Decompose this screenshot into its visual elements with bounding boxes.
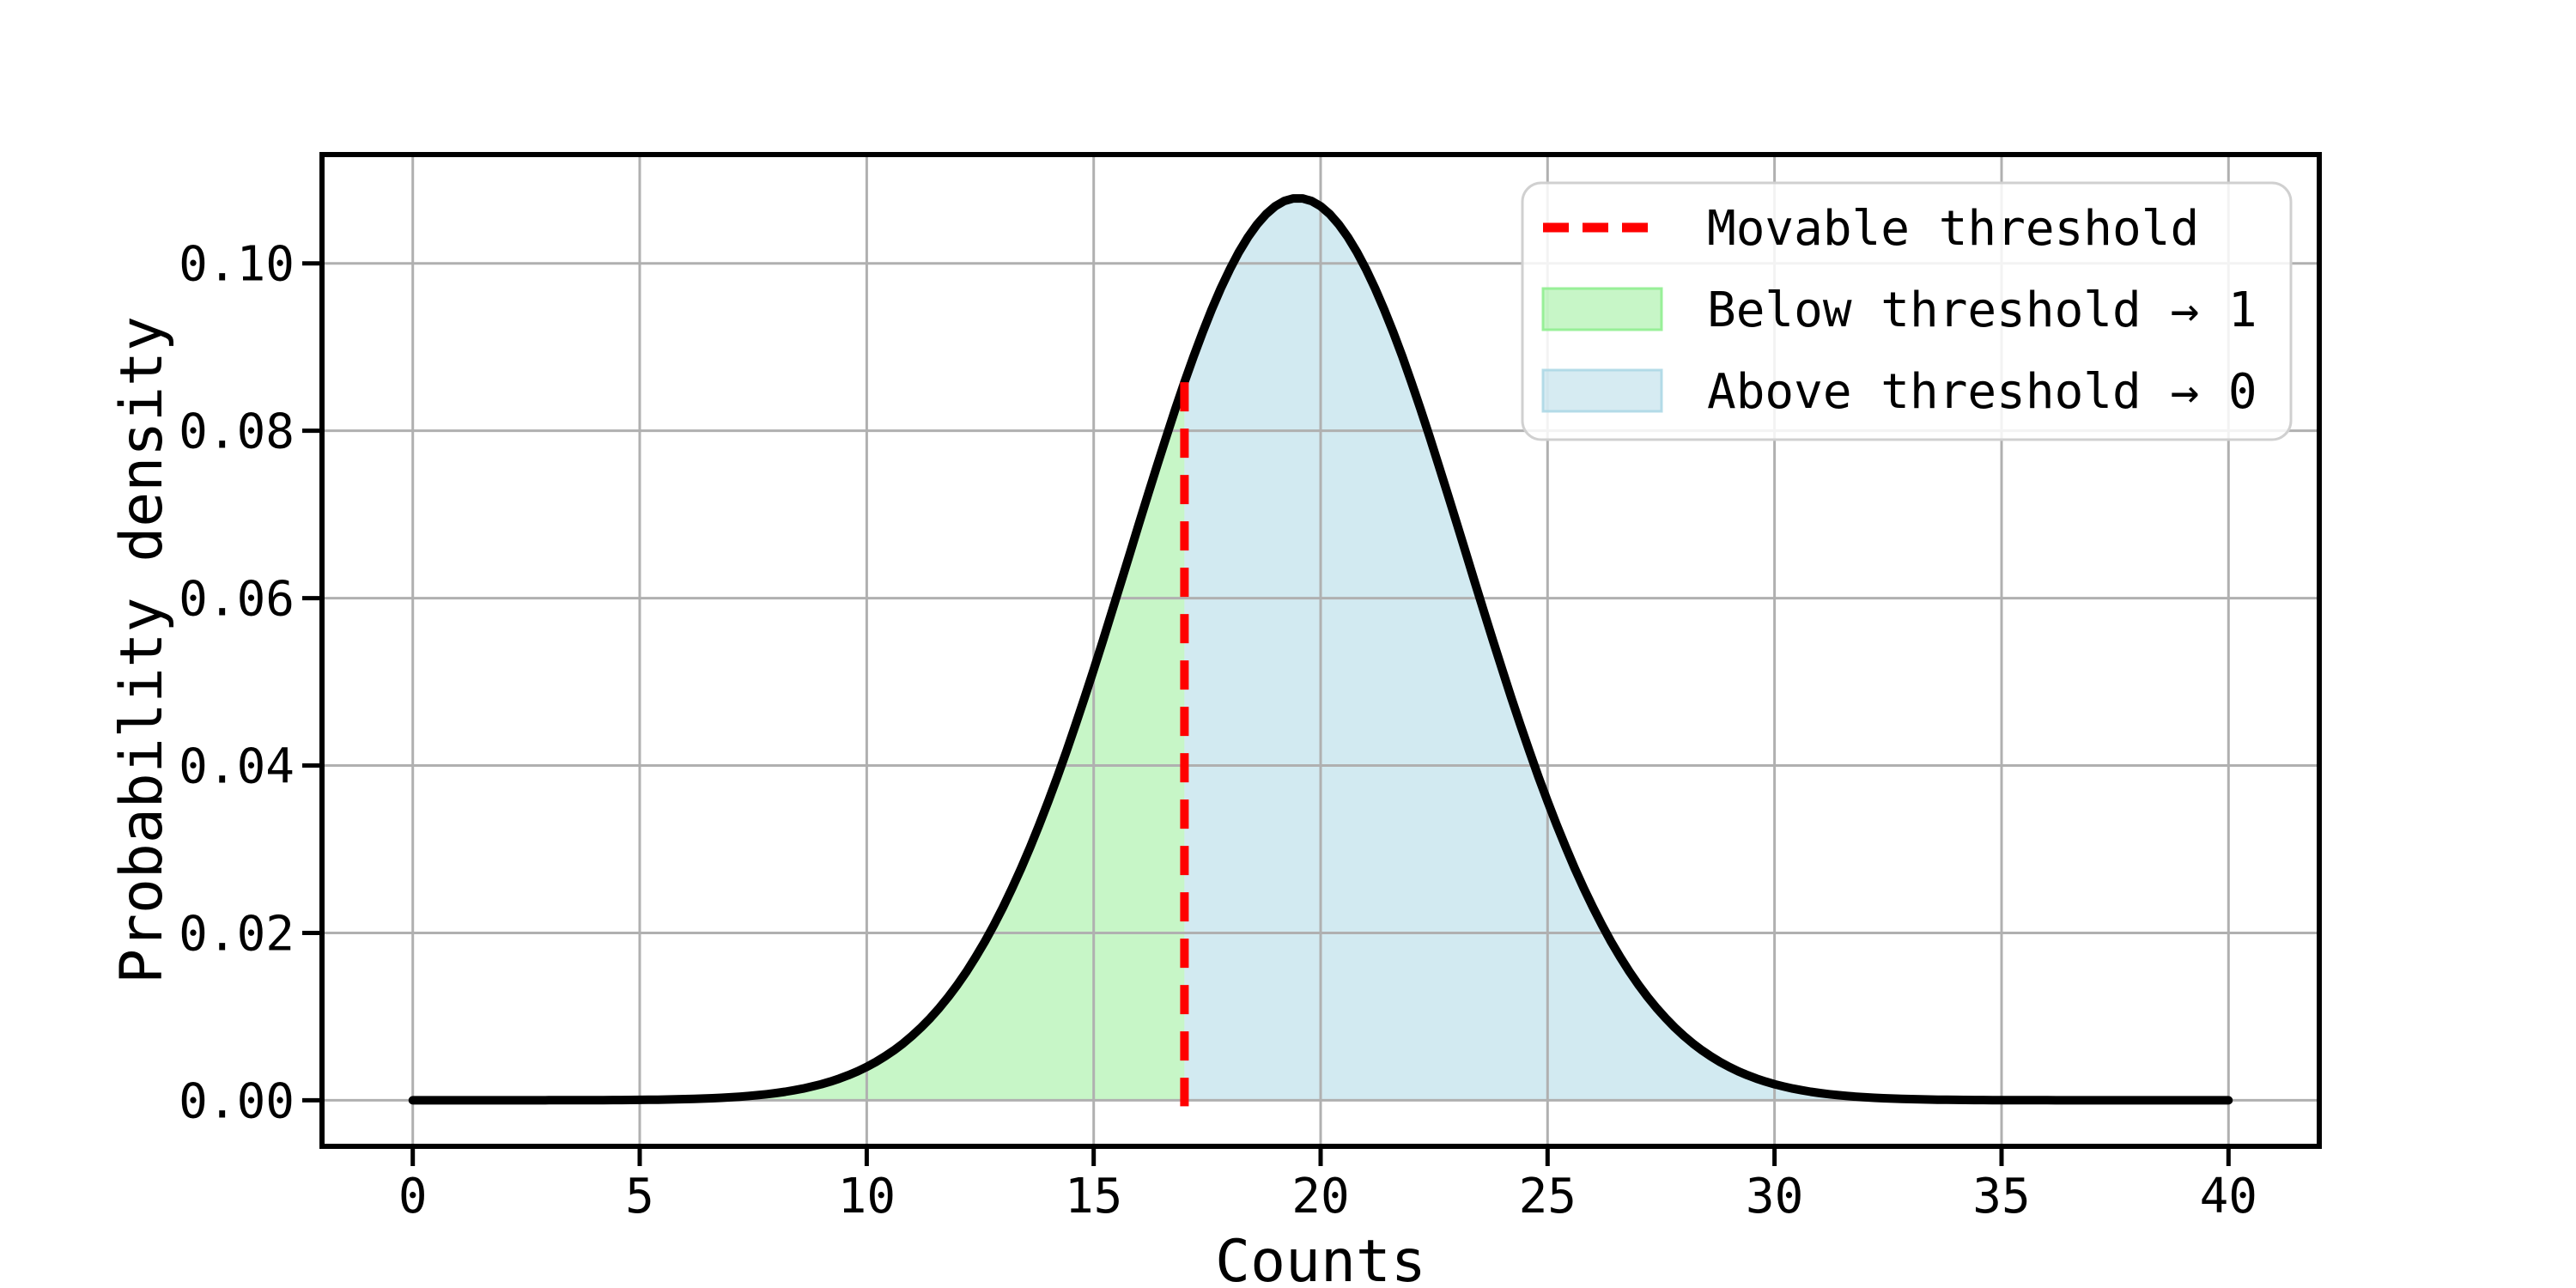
x-tick-label: 30	[1746, 1169, 1803, 1224]
legend-label: Movable threshold	[1707, 201, 2199, 257]
ticks	[302, 261, 2231, 1166]
legend-box	[1521, 181, 2293, 441]
y-tick-label: 0.08	[179, 404, 295, 460]
y-tick-label: 0.10	[179, 237, 295, 293]
y-axis-label: Probability density	[108, 316, 176, 984]
axes: 0 5 10 15 20 25 30 35 40 0.00 0.02 0.04 0.06 0.08 0.10	[179, 152, 2322, 1224]
x-tick-label: 25	[1519, 1169, 1577, 1224]
density-curve	[408, 194, 2233, 1105]
legend-label: Above threshold → 0	[1707, 364, 2257, 420]
y-tick-label: 0.02	[179, 907, 295, 963]
x-tick-label: 5	[625, 1169, 654, 1224]
y-tick-label: 0.06	[179, 572, 295, 628]
y-tick-label: 0.04	[179, 739, 295, 795]
y-tick-label: 0.00	[179, 1073, 295, 1129]
region-below-fill	[412, 382, 1185, 1101]
legend: Movable threshold Below threshold → 1 Abov…	[1521, 181, 2293, 441]
x-tick-label: 0	[398, 1169, 428, 1224]
x-tick-label: 15	[1065, 1169, 1122, 1224]
x-axis-label: Counts	[1215, 1228, 1426, 1288]
legend-swatch-patch	[1541, 287, 1663, 331]
legend-label: Below threshold → 1	[1707, 283, 2257, 338]
region-above-fill	[1184, 198, 2229, 1101]
x-tick-label: 10	[838, 1169, 896, 1224]
x-tick-label: 40	[2200, 1169, 2257, 1224]
x-tick-label: 20	[1291, 1169, 1349, 1224]
legend-swatch-patch	[1541, 368, 1663, 413]
x-tick-label: 35	[1972, 1169, 2030, 1224]
